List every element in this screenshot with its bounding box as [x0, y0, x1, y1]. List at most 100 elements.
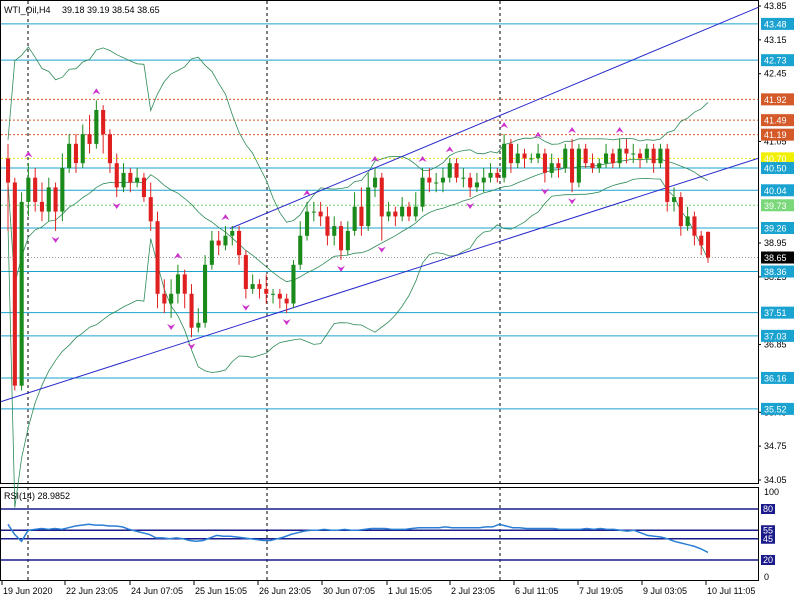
fractal-down-marker-41: [282, 319, 291, 326]
level-tag-label-3: 41.49: [764, 116, 787, 126]
candle-body-43: [298, 235, 303, 265]
price-tick-label-8: 41.05: [764, 136, 787, 146]
fractal-down-marker-16: [112, 203, 121, 210]
rsi-axis-label-1: 80: [763, 504, 773, 514]
candle-body-12: [87, 134, 92, 144]
candle-body-15: [107, 134, 112, 164]
fractal-up-marker-61: [418, 156, 427, 163]
candle-body-60: [413, 206, 418, 217]
upper-band-line: [7, 46, 709, 223]
candle-body-21: [148, 197, 153, 222]
candle-body-80: [549, 163, 554, 173]
candle-body-44: [305, 211, 310, 236]
candle-body-89: [610, 153, 615, 164]
rsi-line: [7, 523, 709, 554]
candle-body-94: [644, 148, 649, 159]
rsi-level-tag-bg-2: [761, 525, 775, 536]
level-tag-bg-9: [761, 222, 794, 235]
fractal-down-marker-68: [466, 203, 475, 210]
candle-body-93: [638, 153, 643, 159]
candle-body-85: [583, 148, 588, 164]
time-tick-label-2: 24 Jun 07:05: [131, 586, 183, 596]
candle-body-41: [284, 298, 289, 304]
candle-body-47: [325, 216, 330, 236]
price-tick-label-14: 38.95: [764, 238, 787, 248]
level-tag-label-15: 35.52: [764, 404, 787, 414]
candle-body-35: [243, 255, 248, 289]
fractal-up-marker-65: [445, 146, 454, 153]
rsi-level-tag-bg-3: [761, 533, 775, 544]
candle-body-24: [169, 293, 174, 304]
candle-body-48: [332, 226, 337, 236]
time-tick-label-7: 2 Jul 23:05: [451, 586, 495, 596]
time-tick-label-3: 25 Jun 15:05: [195, 586, 247, 596]
candle-body-29: [203, 264, 208, 323]
candle-body-77: [529, 158, 534, 160]
level-tag-bg-13: [761, 329, 794, 342]
fractal-up-marker-78: [534, 131, 543, 138]
ohlc-readout: 39.18 39.19 38.54 38.65: [62, 5, 160, 15]
lower-band-line: [7, 178, 709, 508]
level-tag-label-0: 43.48: [764, 19, 787, 29]
level-tag-label-2: 41.92: [764, 95, 787, 105]
candle-body-23: [162, 293, 167, 304]
time-tick-label-10: 9 Jul 03:05: [643, 586, 687, 596]
candle-body-0: [6, 158, 11, 183]
candle-body-83: [570, 148, 575, 183]
candle-body-11: [80, 134, 85, 164]
fractal-up-marker-13: [92, 88, 101, 95]
level-tag-bg-6: [761, 162, 794, 175]
candle-body-75: [515, 153, 520, 164]
rsi-axis-label-3: 45: [763, 534, 773, 544]
level-tag-bg-10: [761, 251, 794, 264]
fractal-up-marker-25: [173, 252, 182, 259]
candle-body-59: [406, 206, 411, 217]
candle-body-52: [359, 206, 364, 226]
candle-body-45: [311, 211, 316, 213]
candle-body-2: [19, 201, 24, 386]
candle-body-63: [434, 182, 439, 184]
symbol-label: WTI_Oil,H4: [4, 5, 51, 15]
rsi-level-tag-bg-4: [761, 555, 775, 565]
candle-body-13: [94, 110, 99, 144]
main-plot-frame: [0, 0, 759, 484]
candle-body-40: [277, 293, 282, 299]
fractal-down-marker-55: [377, 246, 386, 253]
fractal-up-marker-44: [303, 189, 312, 196]
time-tick-label-1: 22 Jun 23:05: [66, 586, 118, 596]
rsi-axis-label-0: 100: [764, 487, 779, 497]
candle-body-31: [216, 240, 221, 246]
level-tag-label-12: 37.51: [764, 308, 787, 318]
level-tag-label-8: 39.73: [764, 201, 787, 211]
candle-body-95: [651, 148, 656, 164]
candle-body-19: [135, 177, 140, 183]
candle-body-69: [474, 182, 479, 188]
candle-body-3: [26, 177, 31, 202]
trend-channel: [0, 6, 759, 403]
rsi-axis-label-2: 55: [763, 525, 773, 535]
candle-body-20: [141, 177, 146, 197]
candle-body-72: [495, 172, 500, 178]
time-tick-label-6: 1 Jul 15:05: [388, 586, 432, 596]
candle-body-56: [386, 211, 391, 217]
fractal-down-marker-35: [241, 304, 250, 311]
price-tick-label-4: 42.45: [764, 69, 787, 79]
candle-body-10: [73, 143, 78, 164]
candle-body-1: [12, 182, 17, 386]
level-tag-label-6: 40.50: [764, 164, 787, 174]
level-tag-label-14: 36.16: [764, 373, 787, 383]
level-tag-bg-4: [761, 128, 794, 141]
candle-body-58: [400, 206, 405, 217]
candle-body-79: [542, 153, 547, 173]
candle-body-70: [481, 177, 486, 183]
candle-body-38: [264, 288, 269, 294]
candle-body-18: [128, 172, 133, 183]
candle-body-28: [196, 322, 201, 328]
price-tick-label-24: 34.75: [764, 441, 787, 451]
candle-body-16: [114, 163, 119, 188]
level-tag-bg-7: [761, 184, 794, 197]
candle-body-46: [318, 211, 323, 217]
rsi-label: RSI(14) 28.9852: [4, 491, 70, 501]
